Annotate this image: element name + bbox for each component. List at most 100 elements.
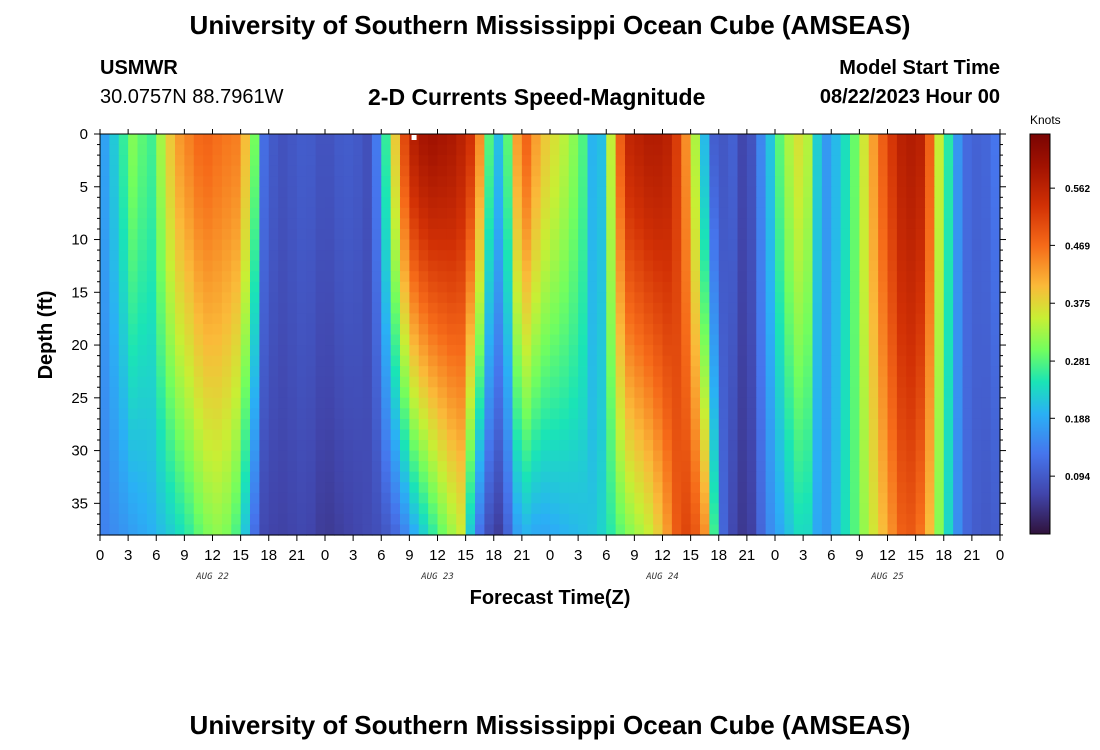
heatmap-cell bbox=[240, 471, 251, 483]
heatmap-cell bbox=[193, 134, 204, 146]
heatmap-cell bbox=[915, 450, 926, 462]
heatmap-cell bbox=[203, 228, 214, 241]
heatmap-cell bbox=[371, 513, 382, 526]
heatmap-cell bbox=[568, 440, 579, 452]
heatmap-cell bbox=[840, 334, 851, 346]
heatmap-cell bbox=[428, 292, 439, 304]
heatmap-cell bbox=[231, 334, 242, 346]
heatmap-cell bbox=[381, 176, 392, 188]
heatmap-cell bbox=[306, 492, 317, 504]
heatmap-cell bbox=[521, 345, 532, 357]
heatmap-cell bbox=[746, 376, 757, 388]
heatmap-cell bbox=[371, 292, 382, 304]
heatmap-cell bbox=[231, 134, 242, 146]
heatmap-cell bbox=[306, 250, 317, 262]
heatmap-cell bbox=[906, 461, 917, 473]
heatmap-cell bbox=[165, 292, 176, 304]
heatmap-cell bbox=[878, 155, 889, 167]
heatmap-cell bbox=[353, 366, 364, 378]
heatmap-cell bbox=[728, 239, 739, 251]
heatmap-cell bbox=[193, 250, 204, 262]
heatmap-cell bbox=[925, 408, 935, 420]
heatmap-cell bbox=[803, 482, 814, 494]
heatmap-cell bbox=[540, 440, 551, 452]
heatmap-cell bbox=[925, 313, 935, 325]
heatmap-cell bbox=[934, 387, 945, 399]
heatmap-cell bbox=[343, 418, 354, 431]
heatmap-cell bbox=[221, 260, 232, 272]
heatmap-cell bbox=[343, 176, 354, 188]
heatmap-cell bbox=[484, 461, 495, 473]
heatmap-cell bbox=[418, 323, 429, 336]
heatmap-cell bbox=[484, 197, 495, 209]
heatmap-cell bbox=[840, 450, 851, 462]
heatmap-cell bbox=[859, 366, 870, 378]
heatmap-cell bbox=[578, 524, 589, 536]
heatmap-cell bbox=[840, 281, 851, 293]
heatmap-cell bbox=[596, 461, 607, 473]
heatmap-cell bbox=[184, 292, 195, 304]
heatmap-cell bbox=[718, 176, 729, 188]
heatmap-cell bbox=[175, 302, 185, 314]
heatmap-cell bbox=[428, 513, 439, 526]
heatmap-cell bbox=[596, 387, 607, 399]
heatmap-cell bbox=[568, 482, 579, 494]
heatmap-cell bbox=[859, 450, 870, 462]
heatmap-cell bbox=[137, 471, 148, 483]
heatmap-cell bbox=[493, 334, 504, 346]
heatmap-cell bbox=[521, 513, 532, 526]
heatmap-cell bbox=[775, 323, 785, 336]
heatmap-cell bbox=[990, 239, 1001, 251]
heatmap-cell bbox=[925, 376, 935, 388]
heatmap-cell bbox=[456, 281, 467, 293]
heatmap-cell bbox=[175, 292, 185, 304]
heatmap-cell bbox=[465, 176, 476, 188]
heatmap-cell bbox=[718, 155, 729, 167]
heatmap-cell bbox=[156, 440, 167, 452]
heatmap-cell bbox=[765, 323, 776, 336]
heatmap-cell bbox=[212, 408, 223, 420]
heatmap-cell bbox=[446, 292, 457, 304]
heatmap-cell bbox=[212, 186, 223, 198]
heatmap-cell bbox=[268, 260, 279, 272]
heatmap-cell bbox=[118, 165, 129, 177]
heatmap-cell bbox=[475, 492, 485, 504]
heatmap-cell bbox=[428, 345, 439, 357]
heatmap-cell bbox=[456, 271, 467, 283]
heatmap-cell bbox=[821, 524, 832, 536]
heatmap-cell bbox=[915, 429, 926, 441]
heatmap-cell bbox=[437, 397, 448, 409]
heatmap-cell bbox=[343, 271, 354, 283]
heatmap-cell bbox=[578, 144, 589, 156]
heatmap-cell bbox=[681, 418, 692, 431]
heatmap-cell bbox=[409, 397, 420, 409]
heatmap-cell bbox=[803, 134, 814, 146]
heatmap-cell bbox=[371, 197, 382, 209]
heatmap-cell bbox=[353, 292, 364, 304]
heatmap-cell bbox=[765, 513, 776, 526]
heatmap-cell bbox=[896, 281, 907, 293]
heatmap-cell bbox=[746, 408, 757, 420]
heatmap-cell bbox=[465, 418, 476, 431]
heatmap-cell bbox=[428, 239, 439, 251]
heatmap-cell bbox=[887, 387, 898, 399]
heatmap-cell bbox=[578, 450, 589, 462]
heatmap-cell bbox=[259, 503, 270, 515]
heatmap-cell bbox=[165, 397, 176, 409]
heatmap-cell bbox=[156, 134, 167, 146]
heatmap-cell bbox=[118, 313, 129, 325]
heatmap-cell bbox=[165, 271, 176, 283]
heatmap-cell bbox=[765, 302, 776, 314]
heatmap-cell bbox=[212, 281, 223, 293]
heatmap-cell bbox=[606, 492, 617, 504]
heatmap-cell bbox=[221, 450, 232, 462]
heatmap-cell bbox=[943, 471, 954, 483]
heatmap-cell bbox=[315, 176, 326, 188]
heatmap-cell bbox=[109, 144, 120, 156]
heatmap-cell bbox=[812, 207, 823, 220]
heatmap-cell bbox=[746, 260, 757, 272]
heatmap-cell bbox=[896, 260, 907, 272]
heatmap-cell bbox=[962, 292, 973, 304]
heatmap-cell bbox=[887, 292, 898, 304]
heatmap-cell bbox=[381, 376, 392, 388]
